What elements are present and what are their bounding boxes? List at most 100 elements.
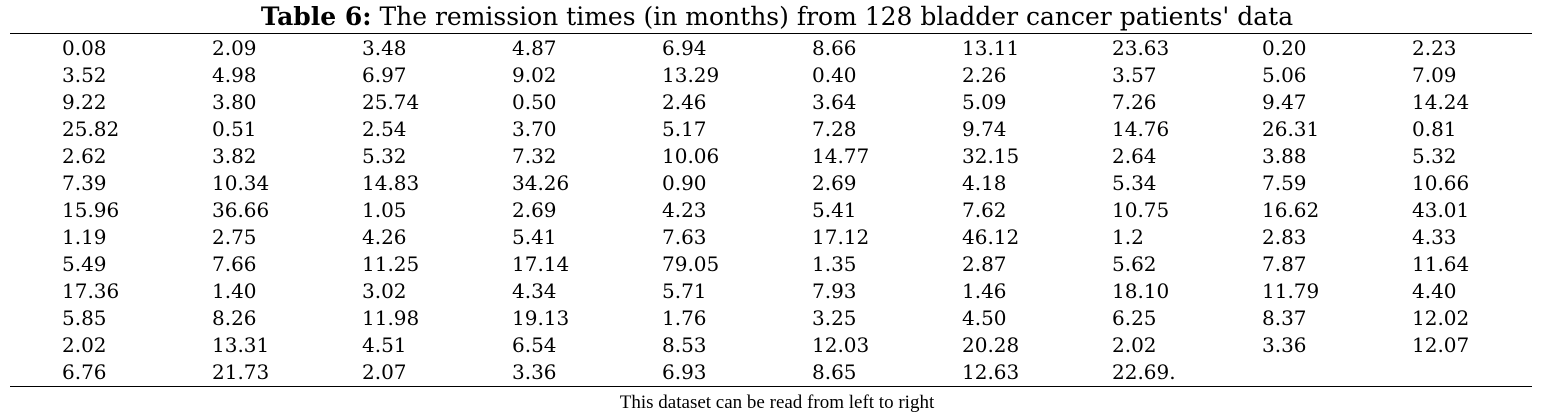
table-cell: 15.96	[62, 198, 120, 222]
table-cell: 14.76	[1112, 117, 1170, 141]
table-cell: 34.26	[512, 171, 570, 195]
table-cell: 2.69	[512, 198, 557, 222]
table-cell: 6.93	[662, 360, 707, 384]
table-cell: 5.34	[1112, 171, 1157, 195]
table-cell: 5.09	[962, 90, 1007, 114]
table-cell: 46.12	[962, 225, 1020, 249]
table-cell: 0.20	[1262, 36, 1307, 60]
table-cell: 10.66	[1412, 171, 1470, 195]
table-cell: 4.40	[1412, 279, 1457, 303]
table-cell: 1.40	[212, 279, 257, 303]
table-cell: 3.36	[1262, 333, 1307, 357]
table-cell: 20.28	[962, 333, 1020, 357]
table-cell: 36.66	[212, 198, 270, 222]
table-cell: 1.76	[662, 306, 707, 330]
table-cell: 8.53	[662, 333, 707, 357]
table-cell: 17.36	[62, 279, 120, 303]
table-cell: 0.40	[812, 63, 857, 87]
table-cell: 14.77	[812, 144, 870, 168]
table-cell: 8.26	[212, 306, 257, 330]
table-cell: 12.03	[812, 333, 870, 357]
table-cell: 9.22	[62, 90, 107, 114]
table-cell: 1.2	[1112, 225, 1144, 249]
table-cell: 2.64	[1112, 144, 1157, 168]
table-cell: 3.57	[1112, 63, 1157, 87]
table-cell: 0.51	[212, 117, 257, 141]
table-cell: 7.32	[512, 144, 557, 168]
table-cell: 18.10	[1112, 279, 1170, 303]
table-title: Table 6: The remission times (in months)…	[0, 2, 1554, 32]
table-cell: 2.83	[1262, 225, 1307, 249]
table-cell: 21.73	[212, 360, 270, 384]
table-cell: 2.62	[62, 144, 107, 168]
table-cell: 6.97	[362, 63, 407, 87]
table-cell: 5.41	[512, 225, 557, 249]
table-cell: 3.82	[212, 144, 257, 168]
table-cell: 10.06	[662, 144, 720, 168]
table-cell: 13.11	[962, 36, 1020, 60]
table-cell: 4.51	[362, 333, 407, 357]
table-cell: 4.50	[962, 306, 1007, 330]
table-cell: 12.63	[962, 360, 1020, 384]
table-cell: 3.52	[62, 63, 107, 87]
table-cell: 7.09	[1412, 63, 1457, 87]
table-cell: 3.80	[212, 90, 257, 114]
table-cell: 22.69.	[1112, 360, 1176, 384]
table-cell: 5.41	[812, 198, 857, 222]
table-cell: 12.02	[1412, 306, 1470, 330]
table-cell: 6.54	[512, 333, 557, 357]
table-cell: 7.26	[1112, 90, 1157, 114]
table-cell: 1.19	[62, 225, 107, 249]
table-cell: 2.87	[962, 252, 1007, 276]
table-cell: 5.49	[62, 252, 107, 276]
table-label: Table 6:	[260, 2, 372, 31]
table-cell: 2.23	[1412, 36, 1457, 60]
table-cell: 13.29	[662, 63, 720, 87]
table-cell: 5.62	[1112, 252, 1157, 276]
table-cell: 12.07	[1412, 333, 1470, 357]
table-cell: 4.87	[512, 36, 557, 60]
table-cell: 8.65	[812, 360, 857, 384]
title-text: The remission times (in months) from 128…	[379, 2, 1294, 31]
table-cell: 5.71	[662, 279, 707, 303]
table-cell: 6.94	[662, 36, 707, 60]
table-cell: 19.13	[512, 306, 570, 330]
table-cell: 79.05	[662, 252, 720, 276]
table-cell: 7.62	[962, 198, 1007, 222]
table-cell: 8.37	[1262, 306, 1307, 330]
table-cell: 0.81	[1412, 117, 1457, 141]
table-cell: 16.62	[1262, 198, 1320, 222]
table-cell: 14.24	[1412, 90, 1470, 114]
table-cell: 2.26	[962, 63, 1007, 87]
table-cell: 7.63	[662, 225, 707, 249]
table-cell: 9.02	[512, 63, 557, 87]
table-cell: 6.25	[1112, 306, 1157, 330]
table-cell: 0.90	[662, 171, 707, 195]
table-cell: 2.69	[812, 171, 857, 195]
table-cell: 3.36	[512, 360, 557, 384]
table-cell: 8.66	[812, 36, 857, 60]
table-cell: 5.17	[662, 117, 707, 141]
table-cell: 43.01	[1412, 198, 1470, 222]
table-cell: 7.59	[1262, 171, 1307, 195]
table-cell: 26.31	[1262, 117, 1320, 141]
table-cell: 2.54	[362, 117, 407, 141]
table-cell: 2.02	[1112, 333, 1157, 357]
footnote: This dataset can be read from left to ri…	[619, 392, 935, 413]
table-cell: 14.83	[362, 171, 420, 195]
table-cell: 1.46	[962, 279, 1007, 303]
table-cell: 25.82	[62, 117, 120, 141]
table-cell: 4.33	[1412, 225, 1457, 249]
table-cell: 3.88	[1262, 144, 1307, 168]
table-cell: 2.75	[212, 225, 257, 249]
table-cell: 3.70	[512, 117, 557, 141]
table-cell: 11.25	[362, 252, 420, 276]
table-cell: 3.25	[812, 306, 857, 330]
table-cell: 3.48	[362, 36, 407, 60]
table-cell: 2.07	[362, 360, 407, 384]
table-cell: 2.09	[212, 36, 257, 60]
table-cell: 5.32	[1412, 144, 1457, 168]
table-cell: 25.74	[362, 90, 420, 114]
table-cell: 4.26	[362, 225, 407, 249]
